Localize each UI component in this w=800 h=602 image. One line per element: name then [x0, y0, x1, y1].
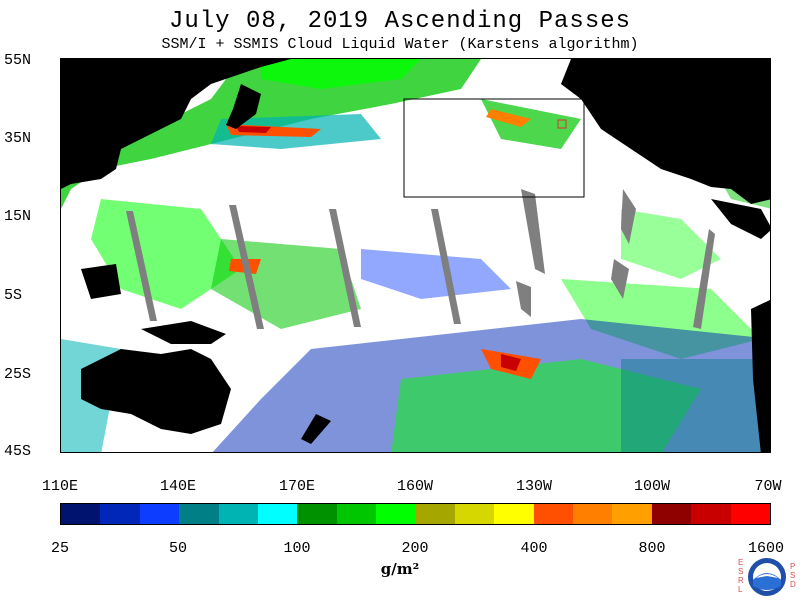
cloud-liquid-water-map [60, 58, 771, 453]
swath-gaps [126, 189, 715, 329]
south-america [751, 299, 770, 452]
lat-label-55n: 55N [4, 52, 32, 69]
new-zealand [301, 414, 331, 444]
lat-label-35n: 35N [4, 130, 32, 147]
marker-box [557, 119, 567, 129]
colorbar-swatch-14 [612, 504, 652, 524]
colorbar-swatch-1 [100, 504, 140, 524]
colorbar-swatch-3 [179, 504, 219, 524]
colorbar-tick-400: 400 [520, 540, 548, 557]
lon-label-160w: 160W [396, 478, 433, 495]
colorbar-swatch-15 [651, 504, 692, 524]
colorbar-swatch-9 [415, 504, 455, 524]
asia-landmass [61, 59, 291, 189]
new-guinea [141, 321, 226, 344]
colorbar-swatch-4 [218, 504, 258, 524]
colorbar-swatch-8 [376, 504, 416, 524]
colorbar-swatch-11 [494, 504, 534, 524]
lon-label-140e: 140E [159, 478, 196, 495]
colorbar-tick-200: 200 [401, 540, 429, 557]
lon-label-170e: 170E [278, 478, 315, 495]
lat-label-45s: 45S [4, 443, 32, 460]
lon-label-130w: 130W [515, 478, 552, 495]
colorbar-swatch-12 [533, 504, 574, 524]
colorbar-tick-100: 100 [283, 540, 311, 557]
colorbar-swatch-2 [139, 504, 180, 524]
colorbar-tick-800: 800 [638, 540, 666, 557]
colorbar-swatch-6 [297, 504, 337, 524]
colorbar-swatch-13 [573, 504, 613, 524]
colorbar-tick-1600: 1600 [747, 540, 784, 557]
color-scale-bar [60, 503, 771, 525]
map-graphic [61, 59, 770, 452]
page-title: July 08, 2019 Ascending Passes [168, 8, 632, 35]
lat-label-5s: 5S [4, 287, 23, 304]
colorbar-swatch-5 [257, 504, 298, 524]
lon-label-100w: 100W [633, 478, 670, 495]
north-america-landmass [561, 59, 770, 204]
noaa-emblem-icon [748, 558, 786, 596]
highlight-region-box [403, 98, 585, 198]
colorbar-swatch-16 [691, 504, 731, 524]
colorbar-swatch-0 [61, 504, 101, 524]
lat-label-25s: 25S [4, 366, 32, 383]
lon-label-110e: 110E [41, 478, 78, 495]
page-subtitle: SSM/I + SSMIS Cloud Liquid Water (Karste… [161, 36, 639, 53]
central-america [711, 199, 770, 239]
colorbar-swatch-10 [454, 504, 495, 524]
land-masses [61, 59, 770, 452]
colorbar-units: g/m² [380, 560, 420, 578]
australia [81, 349, 231, 434]
borneo [81, 264, 121, 299]
colorbar-swatch-17 [730, 504, 771, 524]
lon-label-70w: 70W [754, 478, 782, 495]
lat-label-15n: 15N [4, 208, 32, 225]
japan [226, 84, 261, 129]
colorbar-tick-25: 25 [50, 540, 69, 557]
colorbar-tick-50: 50 [168, 540, 187, 557]
colorbar-swatch-7 [336, 504, 377, 524]
